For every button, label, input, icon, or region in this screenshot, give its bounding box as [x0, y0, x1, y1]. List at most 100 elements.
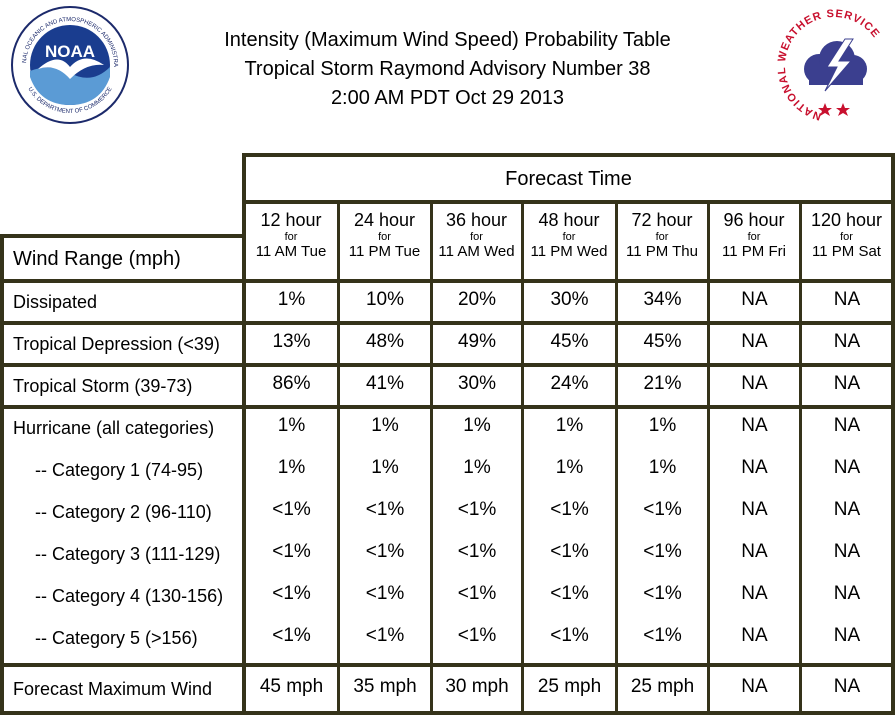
table-rule [242, 153, 246, 714]
table-cell: <1% [457, 625, 497, 646]
table-cell: 1% [371, 415, 399, 436]
table-cell: <1% [550, 541, 589, 562]
column-hour: 24 hour [353, 210, 416, 230]
table-rule [0, 234, 4, 714]
table-rule [0, 234, 246, 238]
column-for: for [840, 231, 853, 243]
table-cell: <1% [365, 625, 405, 646]
table-cell: NA [741, 289, 768, 310]
column-hour: 48 hour [538, 210, 600, 230]
noaa-logo: NOAA NATIONAL OCEANIC AND ATMOSPHERIC AD… [10, 5, 129, 124]
table-cell: NA [741, 676, 768, 697]
table-rule [891, 153, 895, 714]
column-for: for [655, 231, 669, 243]
column-date: 11 PM Wed [530, 243, 608, 260]
column-date: 11 AM Tue [255, 243, 327, 260]
table-rule [337, 202, 340, 712]
row-label: -- Category 1 (74-95) [35, 459, 204, 480]
column-hour: 72 hour [631, 210, 693, 230]
page-header: NOAA NATIONAL OCEANIC AND ATMOSPHERIC AD… [0, 0, 895, 150]
table-rule [0, 279, 895, 283]
table-rule [0, 363, 895, 367]
column-hour: 12 hour [260, 210, 322, 230]
row-label: -- Category 2 (96-110) [35, 501, 212, 522]
table-cell: 1% [648, 457, 677, 478]
wind-range-label: Wind Range (mph) [13, 247, 181, 270]
column-for: for [562, 231, 576, 243]
table-cell: <1% [550, 499, 589, 520]
table-cell: NA [741, 625, 768, 646]
column-date: 11 PM Tue [348, 243, 421, 260]
table-cell: 45% [550, 331, 589, 352]
table-cell: NA [833, 457, 861, 478]
forecast-time-label: Forecast Time [505, 167, 632, 190]
table-cell: 1% [371, 457, 399, 478]
table-cell: 30 mph [445, 676, 509, 697]
table-rule [430, 202, 433, 712]
title-line-3: 2:00 AM PDT Oct 29 2013 [330, 87, 565, 109]
table-rule [242, 153, 895, 157]
column-for: for [378, 231, 391, 243]
table-rule [0, 711, 895, 715]
row-label: -- Category 4 (130-156) [35, 585, 224, 606]
table-cell: <1% [365, 541, 405, 562]
table-cell: <1% [643, 499, 682, 520]
column-date: 11 AM Wed [438, 243, 515, 260]
table-cell: <1% [365, 499, 405, 520]
table-cell: <1% [272, 499, 311, 520]
column-date: 11 PM Fri [722, 243, 786, 260]
table-rule [0, 663, 895, 667]
table-cell: 1% [463, 415, 491, 436]
table-cell: 1% [555, 457, 584, 478]
table-cell: 10% [365, 289, 405, 310]
table-cell: <1% [272, 583, 311, 604]
row-label: Hurricane (all categories) [13, 417, 215, 438]
table-cell: NA [833, 499, 861, 520]
table-cell: NA [741, 331, 768, 352]
table-cell: 45 mph [259, 676, 324, 697]
table-rule [707, 202, 710, 712]
column-header: 12 hour for 11 AM Tue [245, 210, 337, 276]
table-cell: 1% [555, 415, 584, 436]
table-rule [521, 202, 524, 712]
column-header: 120 hour for 11 PM Sat [801, 210, 892, 276]
table-cell: <1% [457, 541, 497, 562]
table-cell: <1% [643, 583, 682, 604]
row-label: Tropical Depression (<39) [13, 333, 220, 354]
table-cell: 13% [272, 331, 311, 352]
table-cell: 1% [277, 289, 306, 310]
table-rule [0, 405, 895, 409]
svg-text:NOAA: NOAA [45, 42, 95, 61]
table-cell: NA [833, 583, 861, 604]
table-cell: 34% [643, 289, 682, 310]
column-header: 72 hour for 11 PM Thu [617, 210, 707, 276]
table-cell: 1% [277, 457, 306, 478]
row-label: Forecast Maximum Wind [13, 678, 213, 699]
title-block: Intensity (Maximum Wind Speed) Probabili… [170, 26, 725, 113]
table-cell: <1% [643, 541, 682, 562]
table-cell: 25 mph [630, 676, 695, 697]
column-header: 24 hour for 11 PM Tue [339, 210, 430, 276]
title-line-2: Tropical Storm Raymond Advisory Number 3… [244, 58, 651, 80]
table-cell: 1% [463, 457, 491, 478]
row-label: -- Category 3 (111-129) [35, 543, 221, 564]
table-cell: NA [741, 499, 768, 520]
table-cell: NA [741, 373, 768, 394]
table-cell: 48% [365, 331, 405, 352]
title-line-1: Intensity (Maximum Wind Speed) Probabili… [224, 29, 671, 51]
table-cell: <1% [365, 583, 405, 604]
table-cell: 45% [643, 331, 682, 352]
column-hour: 120 hour [810, 210, 883, 230]
column-hour: 36 hour [445, 210, 508, 230]
table-cell: 25 mph [537, 676, 602, 697]
table-cell: NA [833, 541, 861, 562]
row-label: -- Category 5 (>156) [35, 627, 198, 648]
table-cell: <1% [272, 541, 311, 562]
column-header: 96 hour for 11 PM Fri [709, 210, 799, 276]
row-label: Dissipated [13, 291, 98, 312]
table-rule [799, 202, 802, 712]
table-cell: 49% [457, 331, 497, 352]
table-cell: NA [741, 457, 768, 478]
table-cell: NA [833, 331, 861, 352]
table-cell: NA [741, 415, 768, 436]
